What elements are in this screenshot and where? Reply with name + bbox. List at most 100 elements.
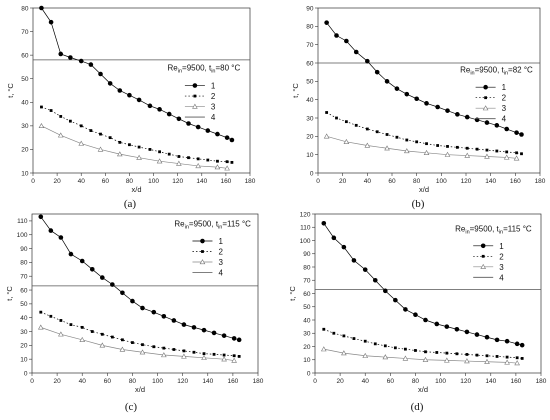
- series-1-line: [326, 22, 522, 135]
- legend-marker-1: [483, 84, 488, 90]
- x-tick-label: 0: [30, 378, 34, 385]
- legend-label-1: 1: [218, 237, 223, 246]
- series-1-point: [107, 81, 113, 86]
- series-2-line: [41, 106, 232, 163]
- series-3-point: [464, 358, 470, 364]
- legend-marker-2: [201, 250, 204, 253]
- series-2-point: [505, 150, 509, 154]
- series-1-point: [127, 92, 132, 98]
- x-tick-label: 60: [104, 378, 112, 385]
- series-1-point: [171, 318, 177, 323]
- y-tick-label: 70: [20, 274, 28, 281]
- y-tick-label: 20: [303, 344, 311, 351]
- series-1-point: [424, 101, 429, 106]
- series-2-point: [222, 353, 226, 357]
- y-tick-label: 10: [303, 357, 311, 364]
- series-2-point: [485, 354, 489, 358]
- series-3-point: [181, 353, 187, 359]
- legend-label-2: 2: [502, 94, 507, 103]
- series-1-point: [88, 62, 94, 67]
- y-tick-label: 50: [20, 301, 28, 308]
- series-1-point: [130, 298, 135, 304]
- series-2-point: [455, 145, 459, 149]
- x-tick-label: 0: [31, 178, 35, 185]
- series-2-point: [515, 356, 519, 360]
- x-tick-label: 180: [245, 178, 256, 185]
- series-1-point: [181, 322, 187, 327]
- series-3-point: [343, 138, 350, 144]
- x-tick-label: 100: [435, 378, 446, 385]
- annotation: Rein=9500, tin=82 °C: [460, 65, 533, 76]
- series-2-point: [375, 130, 379, 134]
- series-1-point: [444, 324, 450, 329]
- series-3-point: [57, 132, 64, 138]
- series-3-point: [195, 163, 201, 169]
- y-tick-label: 20: [306, 134, 314, 141]
- series-3-point: [422, 356, 429, 362]
- series-2-point: [167, 152, 171, 156]
- series-1-point: [414, 96, 419, 102]
- series-3-point: [139, 349, 146, 355]
- series-2-point: [342, 334, 346, 338]
- x-tick-label: 20: [336, 378, 344, 385]
- y-tick-label: 10: [306, 152, 314, 159]
- series-3-point: [364, 142, 371, 148]
- x-tick-label: 100: [436, 178, 447, 185]
- series-2-point: [435, 351, 439, 354]
- y-tick-label: 30: [21, 123, 29, 130]
- legend-marker-1: [480, 243, 486, 249]
- series-1-point: [514, 130, 519, 135]
- series-1-point: [365, 58, 370, 64]
- series-2-point: [206, 158, 210, 162]
- series-1-point: [120, 290, 125, 296]
- panel-label: (d): [411, 401, 424, 413]
- series-3-point: [320, 346, 327, 352]
- series-2-point: [424, 350, 427, 354]
- series-2-point: [212, 352, 216, 356]
- series-2-point: [495, 355, 499, 358]
- y-tick-label: 40: [306, 97, 314, 104]
- x-tick-label: 160: [220, 178, 231, 185]
- legend-label-1: 1: [502, 83, 507, 92]
- series-3-point: [97, 146, 104, 152]
- series-2-point: [455, 352, 459, 356]
- series-1-point: [519, 132, 524, 137]
- y-axis-label: t, °C: [6, 83, 15, 98]
- series-2-point: [79, 124, 83, 128]
- legend-marker-1: [192, 83, 198, 88]
- series-2-point: [237, 355, 241, 358]
- series-1-point: [423, 317, 428, 323]
- plot-frame: [317, 7, 541, 174]
- series-1-point: [454, 326, 460, 332]
- series-2-point: [395, 135, 399, 139]
- y-tick-label: 40: [303, 317, 311, 324]
- series-2-point: [216, 159, 219, 163]
- x-tick-label: 140: [485, 378, 496, 385]
- chart-panel-1: 0 20 40 60 80 100 120 140 160 180 10 20 30 40 50 60 70 80…: [6, 5, 256, 210]
- y-axis-label: t, °C: [291, 83, 300, 98]
- series-3-point: [464, 152, 471, 158]
- x-tick-label: 100: [152, 378, 163, 385]
- series-2-point: [196, 157, 200, 161]
- x-tick-label: 140: [485, 178, 496, 185]
- x-tick-label: 80: [129, 378, 137, 385]
- series-2-point: [187, 156, 190, 160]
- series-2-point: [325, 111, 329, 114]
- chart-panel-4: 0 20 40 60 80 100 120 140 160 180 0 10 20 30 40 50 60 70 8…: [288, 211, 547, 413]
- series-3-point: [444, 151, 451, 157]
- series-2-line: [40, 311, 240, 357]
- series-2-point: [505, 355, 509, 359]
- series-2-point: [172, 348, 176, 351]
- series-3-point: [38, 122, 45, 128]
- series-1-point: [393, 297, 398, 303]
- legend-label-4: 4: [502, 115, 507, 124]
- series-1-point: [201, 327, 207, 333]
- legend-marker-2: [193, 94, 197, 98]
- series-1-point: [484, 334, 490, 340]
- series-1-point: [68, 251, 74, 257]
- y-tick-label: 10: [20, 356, 28, 363]
- series-2-point: [121, 338, 124, 342]
- series-3-point: [161, 352, 167, 358]
- series-3-point: [201, 354, 207, 360]
- panel-label: (a): [124, 198, 137, 210]
